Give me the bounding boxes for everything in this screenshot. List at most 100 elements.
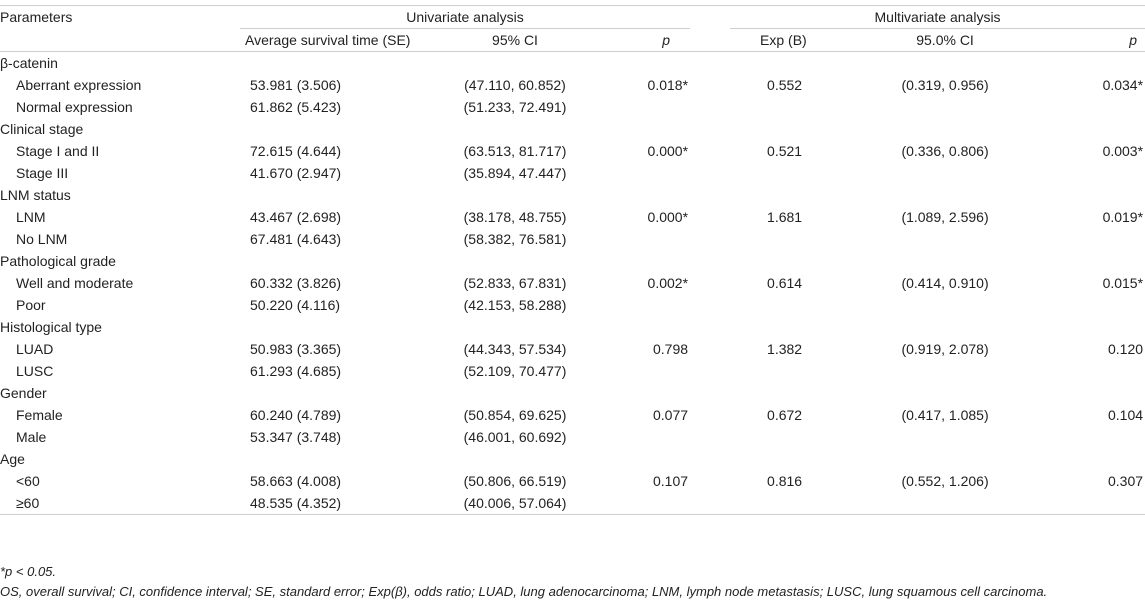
cell-p-multi: 0.034*: [1102, 77, 1144, 93]
cell-exp-b: [730, 426, 840, 448]
category-label: Gender: [0, 385, 47, 401]
cell-avg-survival: 67.481 (4.643): [250, 231, 342, 247]
table-row: Aberrant expression 53.981 (3.506) (47.110…: [0, 74, 1145, 96]
cell-ci95-uni: (35.894, 47.447): [463, 165, 567, 181]
table-row: Stage III 41.670 (2.947) (35.894, 47.447): [0, 162, 1145, 184]
cell-p-uni: [615, 162, 690, 184]
row-label: Female: [16, 407, 63, 423]
category-label: Clinical stage: [0, 121, 84, 137]
cell-ci95-uni: (51.233, 72.491): [463, 99, 567, 115]
cell-ci95-multi: (0.319, 0.956): [901, 77, 989, 93]
header-avg-survival: Average survival time (SE): [245, 32, 411, 48]
table-row: Poor 50.220 (4.116) (42.153, 58.288): [0, 294, 1145, 316]
cell-avg-survival: 41.670 (2.947): [250, 165, 342, 181]
category-label: LNM status: [0, 187, 71, 203]
header-ci95-multi: 95.0% CI: [916, 32, 974, 48]
cell-p-multi: [1050, 492, 1145, 515]
cell-p-multi: 0.307: [1108, 473, 1144, 489]
cell-ci95-multi: [840, 96, 1050, 118]
cell-avg-survival: 60.332 (3.826): [250, 275, 342, 291]
cell-exp-b: [730, 96, 840, 118]
category-row: Clinical stage: [0, 118, 1145, 140]
cell-exp-b: [730, 162, 840, 184]
cell-p-multi: 0.019*: [1102, 209, 1144, 225]
cell-avg-survival: 50.220 (4.116): [250, 297, 341, 313]
cell-p-uni: [615, 96, 690, 118]
cell-ci95-uni: (38.178, 48.755): [463, 209, 567, 225]
cell-exp-b: [730, 228, 840, 250]
cell-p-multi: [1050, 360, 1145, 382]
cell-ci95-multi: [840, 492, 1051, 515]
category-row: Histological type: [0, 316, 1145, 338]
table-row: Stage I and II 72.615 (4.644) (63.513, 81.…: [0, 140, 1145, 162]
category-label: Pathological grade: [0, 253, 116, 269]
cell-p-multi: 0.120: [1108, 341, 1144, 357]
category-row: β-catenin: [0, 52, 1145, 75]
row-label: Male: [16, 429, 47, 445]
cell-avg-survival: 58.663 (4.008): [250, 473, 342, 489]
row-label: LUSC: [16, 363, 54, 379]
cell-exp-b: [730, 360, 840, 382]
cell-p-multi: 0.003*: [1102, 143, 1144, 159]
header-ci95-uni: 95% CI: [492, 32, 538, 48]
footnote-abbreviations: OS, overall survival; CI, confidence int…: [0, 584, 1048, 599]
cell-ci95-multi: (0.919, 2.078): [901, 341, 989, 357]
cell-p-uni: [615, 492, 691, 515]
cell-avg-survival: 53.981 (3.506): [250, 77, 342, 93]
table-row: LNM 43.467 (2.698) (38.178, 48.755) 0.000* 1…: [0, 206, 1145, 228]
category-row: LNM status: [0, 184, 1145, 206]
cell-ci95-uni: (44.343, 57.534): [463, 341, 567, 357]
cell-ci95-uni: (42.153, 58.288): [463, 297, 567, 313]
cell-avg-survival: 61.862 (5.423): [250, 99, 342, 115]
cell-ci95-multi: (0.414, 0.910): [901, 275, 989, 291]
category-label: β-catenin: [0, 55, 58, 71]
header-parameters: Parameters: [0, 5, 240, 29]
header-exp-b: Exp (B): [760, 32, 807, 48]
cell-ci95-uni: (50.854, 69.625): [463, 407, 567, 423]
cell-ci95-multi: (0.417, 1.085): [901, 407, 989, 423]
cell-ci95-uni: (63.513, 81.717): [463, 143, 567, 159]
cell-ci95-multi: (1.089, 2.596): [901, 209, 989, 225]
table-row: ≥60 48.535 (4.352) (40.006, 57.064): [0, 492, 1145, 515]
cell-p-uni: 0.000*: [647, 209, 689, 225]
cell-p-uni: [615, 360, 690, 382]
header-p-multi: p: [1129, 32, 1138, 48]
survival-analysis-table: Parameters Univariate analysis Multivari…: [0, 5, 1145, 515]
header-row-groups: Parameters Univariate analysis Multivari…: [0, 5, 1145, 29]
category-row: Age: [0, 448, 1145, 470]
row-label: Poor: [16, 297, 46, 313]
table-row: No LNM 67.481 (4.643) (58.382, 76.581): [0, 228, 1145, 250]
table-row: Female 60.240 (4.789) (50.854, 69.625) 0.07…: [0, 404, 1145, 426]
cell-p-uni: 0.000*: [647, 143, 689, 159]
cell-ci95-multi: (0.336, 0.806): [901, 143, 989, 159]
table-row: LUSC 61.293 (4.685) (52.109, 70.477): [0, 360, 1145, 382]
cell-avg-survival: 50.983 (3.365): [250, 341, 342, 357]
header-multivariate: Multivariate analysis: [730, 5, 1145, 29]
cell-exp-b: 0.614: [767, 275, 803, 291]
cell-ci95-uni: (50.806, 66.519): [463, 473, 567, 489]
cell-p-uni: 0.107: [652, 473, 689, 489]
header-univariate: Univariate analysis: [240, 5, 691, 29]
row-label: LNM: [16, 209, 46, 225]
cell-p-uni: 0.018*: [647, 77, 689, 93]
cell-exp-b: 1.681: [767, 209, 803, 225]
category-label: Age: [0, 451, 25, 467]
header-p-uni: p: [662, 32, 671, 48]
cell-exp-b: [730, 294, 840, 316]
row-label: Well and moderate: [16, 275, 134, 291]
cell-p-uni: [615, 294, 690, 316]
cell-exp-b: 0.672: [767, 407, 803, 423]
cell-ci95-uni: (52.833, 67.831): [463, 275, 567, 291]
header-row-columns: Average survival time (SE) 95% CI p Exp …: [0, 29, 1145, 52]
category-label: Histological type: [0, 319, 102, 335]
table-row: Normal expression 61.862 (5.423) (51.233, …: [0, 96, 1145, 118]
cell-avg-survival: 53.347 (3.748): [250, 429, 342, 445]
table-row: Male 53.347 (3.748) (46.001, 60.692): [0, 426, 1145, 448]
cell-p-multi: 0.015*: [1102, 275, 1144, 291]
cell-ci95-uni: (47.110, 60.852): [464, 77, 566, 93]
cell-p-uni: 0.002*: [647, 275, 689, 291]
cell-p-uni: [615, 426, 690, 448]
cell-p-uni: 0.077: [652, 407, 689, 423]
cell-p-uni: [615, 228, 690, 250]
